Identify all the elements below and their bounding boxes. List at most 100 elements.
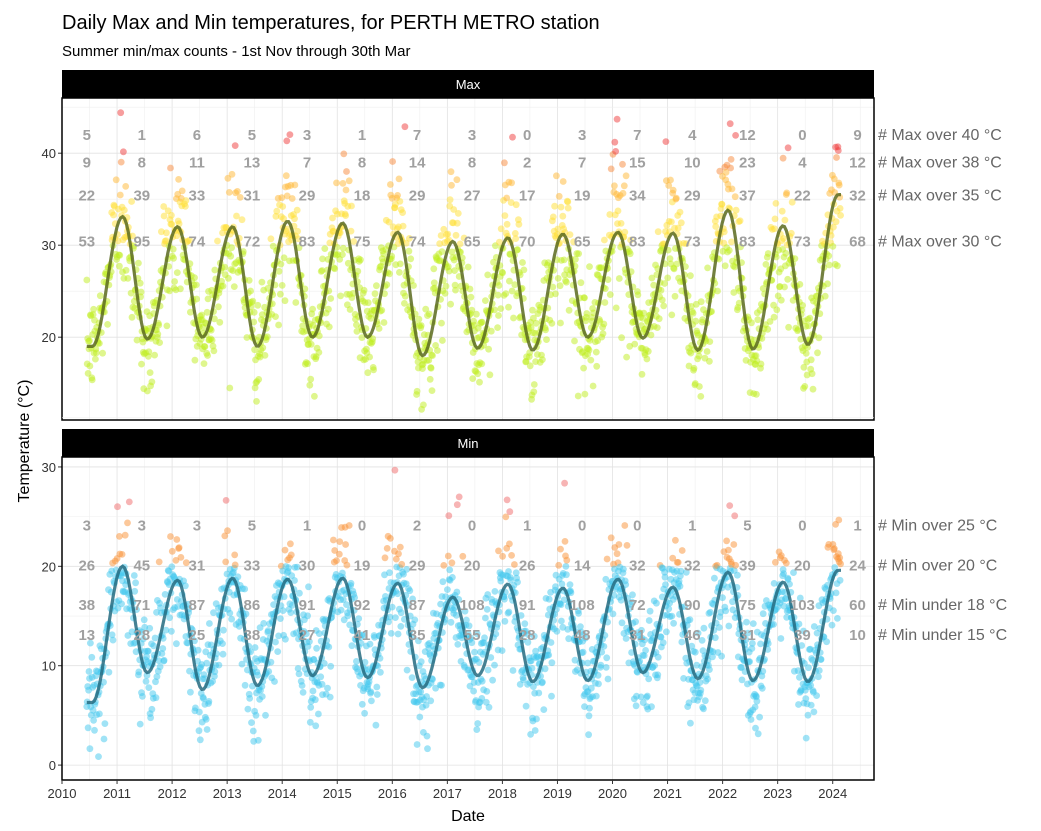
- data-point: [112, 176, 120, 184]
- data-point: [302, 630, 310, 638]
- data-point: [255, 376, 263, 383]
- data-point: [339, 251, 346, 258]
- data-point: [628, 598, 636, 606]
- data-point: [348, 642, 356, 650]
- data-point: [96, 710, 103, 718]
- data-point: [187, 308, 194, 316]
- data-point: [730, 541, 738, 548]
- data-point: [203, 726, 211, 733]
- data-point: [339, 180, 347, 187]
- data-point: [577, 623, 584, 630]
- data-point: [417, 322, 425, 329]
- data-point: [474, 720, 482, 727]
- data-point: [487, 654, 495, 661]
- data-point: [784, 275, 792, 283]
- data-point: [380, 319, 388, 326]
- data-point: [144, 387, 151, 395]
- data-point: [497, 225, 505, 233]
- count-label: 1: [688, 518, 696, 535]
- data-point: [609, 610, 617, 618]
- count-label: 95: [133, 234, 150, 251]
- data-point: [130, 572, 138, 579]
- data-point: [167, 533, 174, 540]
- data-point: [369, 335, 377, 343]
- data-point: [759, 610, 767, 618]
- data-point: [165, 581, 173, 588]
- data-point: [318, 680, 326, 688]
- data-point: [364, 299, 372, 307]
- data-point: [366, 353, 373, 361]
- data-point: [554, 275, 562, 282]
- count-label: 14: [574, 557, 591, 574]
- data-point: [736, 217, 744, 225]
- data-point: [228, 615, 236, 623]
- data-point: [423, 693, 430, 700]
- data-point: [539, 356, 546, 363]
- data-point: [405, 247, 413, 255]
- data-point: [344, 612, 352, 620]
- count-label: 2: [523, 155, 531, 172]
- data-point: [406, 235, 413, 242]
- data-point: [489, 676, 496, 684]
- data-point: [155, 558, 163, 566]
- data-point: [541, 665, 549, 673]
- data-point: [687, 272, 694, 280]
- data-point: [559, 212, 567, 220]
- data-point: [139, 693, 146, 700]
- data-point: [156, 663, 164, 671]
- data-point: [754, 316, 762, 324]
- data-point: [650, 281, 658, 289]
- data-point: [246, 695, 254, 702]
- count-label: 86: [244, 597, 261, 614]
- data-point: [698, 637, 706, 644]
- data-point: [527, 324, 535, 332]
- data-point: [275, 267, 283, 275]
- data-point: [203, 308, 211, 316]
- data-point: [655, 315, 663, 323]
- count-label: 45: [133, 557, 150, 574]
- data-point: [530, 314, 537, 322]
- data-point: [497, 305, 505, 312]
- data-point: [191, 356, 199, 364]
- data-point: [592, 692, 600, 700]
- data-point: [451, 281, 459, 289]
- data-point: [136, 279, 144, 287]
- data-point: [720, 228, 728, 236]
- data-point: [835, 516, 843, 524]
- data-point: [484, 271, 492, 279]
- data-point: [171, 278, 179, 285]
- data-point: [427, 697, 435, 705]
- count-level-label: # Min under 18 °C: [878, 597, 1007, 614]
- data-point: [286, 131, 294, 139]
- data-point: [810, 708, 818, 716]
- data-point: [292, 299, 300, 306]
- data-point: [690, 364, 698, 372]
- data-point: [383, 545, 391, 552]
- data-point: [835, 181, 843, 189]
- data-point: [677, 567, 685, 575]
- x-tick-label: 2018: [488, 786, 517, 801]
- data-point: [196, 736, 204, 744]
- y-tick-label: 30: [42, 238, 56, 253]
- data-point: [704, 264, 711, 272]
- data-point: [751, 703, 759, 711]
- data-point: [511, 281, 519, 289]
- count-label: 8: [468, 155, 476, 172]
- data-point: [700, 624, 708, 632]
- data-point: [448, 248, 456, 256]
- count-label: 70: [519, 234, 536, 251]
- data-point: [287, 540, 294, 548]
- data-point: [815, 667, 823, 674]
- data-point: [250, 318, 258, 326]
- data-point: [394, 630, 402, 638]
- data-point: [154, 330, 162, 338]
- data-point: [207, 326, 215, 334]
- data-point: [83, 276, 91, 284]
- data-point: [757, 640, 764, 648]
- data-point: [584, 659, 592, 667]
- data-point: [517, 612, 525, 619]
- data-point: [208, 336, 216, 344]
- count-label: 31: [629, 627, 646, 644]
- count-label: 32: [684, 557, 701, 574]
- data-point: [331, 547, 339, 554]
